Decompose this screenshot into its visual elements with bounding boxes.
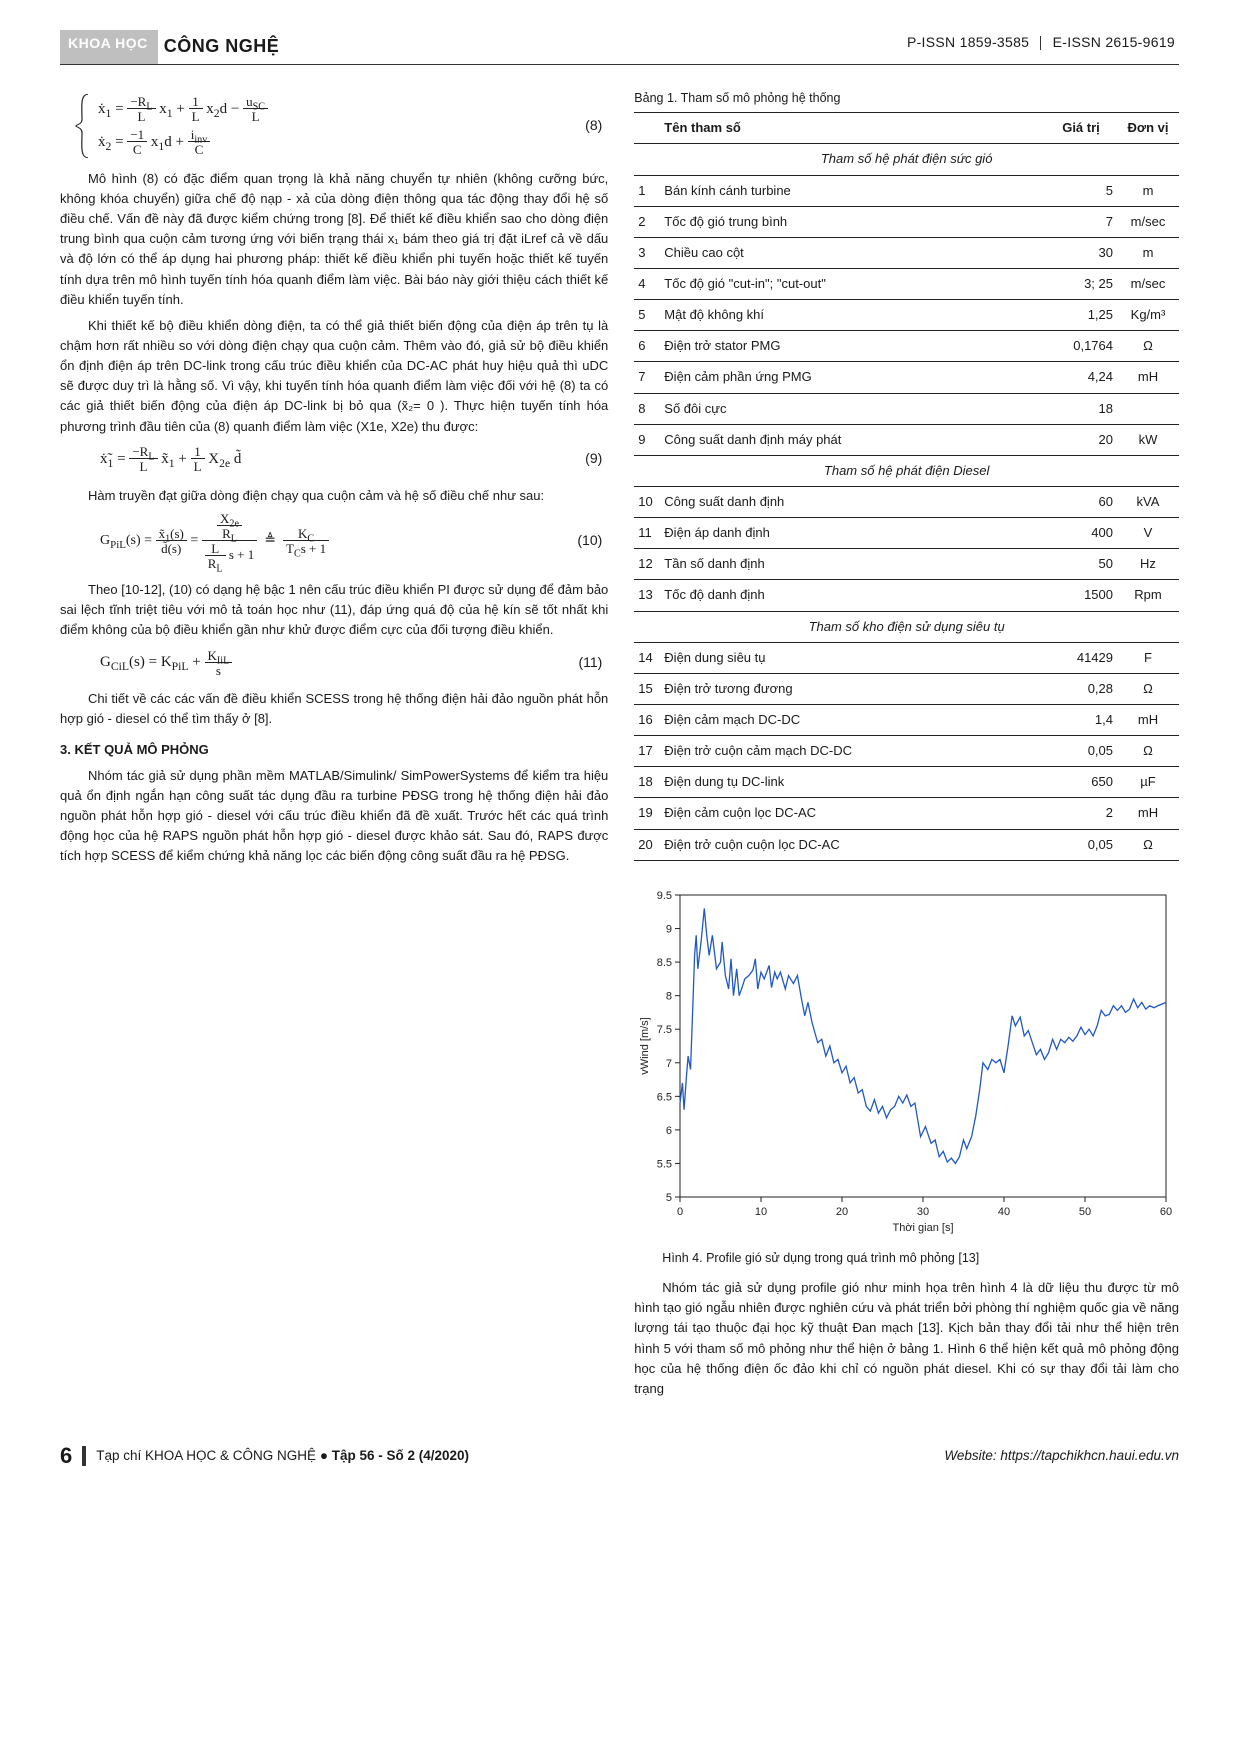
svg-text:10: 10 [755,1206,767,1218]
table-row: 10Công suất danh định60kVA [634,486,1179,517]
equation-10: GPiL(s) = x̃1(s)d̃(s) = X2eRLLRL s + 1 ≜… [60,512,608,570]
bullet: ● [316,1448,332,1463]
e-issn: E-ISSN 2615-9619 [1053,34,1175,50]
figure-4-caption: Hình 4. Profile gió sử dụng trong quá tr… [634,1249,1179,1268]
issn-block: P-ISSN 1859-3585 E-ISSN 2615-9619 [675,30,1179,64]
table-row: 16Điện cảm mạch DC-DC1,4mH [634,704,1179,735]
paragraph-1: Mô hình (8) có đặc điểm quan trọng là kh… [60,169,608,310]
svg-text:0: 0 [677,1206,683,1218]
paragraph-2: Khi thiết kế bộ điều khiển dòng điện, ta… [60,316,608,437]
equation-9: ẋ̃1 = −RLL x̃1 + 1L X2e d̃ (9) [60,443,608,476]
journal-plain: Tạp chí [96,1448,145,1463]
table-row: 1Bán kính cánh turbine5m [634,175,1179,206]
svg-text:5.5: 5.5 [657,1158,672,1170]
eq10-number: (10) [577,530,608,552]
equation-8: ẋ1 = −RLL x1 + 1L x2d − uSCL ẋ2 = −1C x1… [60,93,608,159]
params-table: Tên tham số Giá trị Đơn vị Tham số hệ ph… [634,112,1179,860]
paragraph-6: Nhóm tác giả sử dụng phần mềm MATLAB/Sim… [60,766,608,867]
page-number: 6 [60,1439,72,1473]
paragraph-7: Nhóm tác giả sử dụng profile gió như min… [634,1278,1179,1399]
p-issn: P-ISSN 1859-3585 [907,34,1029,50]
svg-text:60: 60 [1160,1206,1172,1218]
table-row: 19Điện cảm cuộn lọc DC-AC2mH [634,798,1179,829]
website-link: Website: https://tapchikhcn.haui.edu.vn [469,1446,1179,1467]
svg-text:5: 5 [666,1192,672,1204]
khoahoc-tag: KHOA HỌC [60,30,158,64]
journal-name: Tạp chí KHOA HỌC & CÔNG NGHỆ ● Tập 56 - … [96,1446,469,1467]
table-row: 5Mật độ không khí1,25Kg/m³ [634,300,1179,331]
right-column: Bảng 1. Tham số mô phỏng hệ thống Tên th… [634,89,1179,1405]
issn-separator [1040,36,1041,50]
journal-section-tag: KHOA HỌC CÔNG NGHỆ [60,30,675,64]
table-row: 2Tốc độ gió trung bình7m/sec [634,206,1179,237]
table-row: 4Tốc độ gió "cut-in"; "cut-out"3; 25m/se… [634,268,1179,299]
table-row: 7Điện cảm phần ứng PMG4,24mH [634,362,1179,393]
svg-text:8: 8 [666,990,672,1002]
th-unit: Đơn vị [1117,113,1179,144]
section-3-heading: 3. KẾT QUẢ MÔ PHỎNG [60,740,608,760]
table-section-title: Tham số hệ phát điện sức gió [634,144,1179,175]
table-row: 18Điện dung tụ DC-link650µF [634,767,1179,798]
paragraph-5: Chi tiết về các các vấn đề điều khiển SC… [60,689,608,729]
table-row: 17Điện trở cuộn cảm mạch DC-DC0,05Ω [634,736,1179,767]
table-section-title: Tham số kho điện sử dụng siêu tụ [634,611,1179,642]
header-bar: KHOA HỌC CÔNG NGHỆ P-ISSN 1859-3585 E-IS… [60,30,1179,65]
eq8-number: (8) [585,115,608,137]
equation-11: GCiL(s) = KPiL + KIiLs (11) [60,646,608,679]
table-1: Bảng 1. Tham số mô phỏng hệ thống Tên th… [634,89,1179,861]
th-value: Giá trị [1045,113,1117,144]
congnghe-tag: CÔNG NGHỆ [158,30,280,64]
svg-text:9.5: 9.5 [657,890,672,902]
svg-text:7: 7 [666,1057,672,1069]
eq11-number: (11) [578,652,608,674]
table-row: 9Công suất danh định máy phát20kW [634,424,1179,455]
journal-bold: KHOA HỌC & CÔNG NGHỆ [145,1448,316,1463]
svg-text:8.5: 8.5 [657,957,672,969]
table-row: 14Điện dung siêu tụ41429F [634,642,1179,673]
svg-text:20: 20 [836,1206,848,1218]
figure-4-chart: 0 10 20 30 40 50 60 5 5.5 6 6.5 7 7.5 8 8.5 9 9.5 Thời gi… [634,887,1179,1243]
table-row: 13Tốc độ danh định1500Rpm [634,580,1179,611]
issue: Tập 56 - Số 2 (4/2020) [332,1448,469,1463]
chart-svg: 0 10 20 30 40 50 60 5 5.5 6 6.5 7 7.5 8 8.5 9 9.5 Thời gi… [634,887,1174,1237]
left-column: ẋ1 = −RLL x1 + 1L x2d − uSCL ẋ2 = −1C x1… [60,89,608,1405]
page-footer: 6 Tạp chí KHOA HỌC & CÔNG NGHỆ ● Tập 56 … [60,1433,1179,1473]
table-row: 20Điện trở cuộn cuộn lọc DC-AC0,05Ω [634,829,1179,860]
table-section-title: Tham số hệ phát điện Diesel [634,455,1179,486]
table-row: 11Điện áp danh định400V [634,518,1179,549]
svg-text:Thời gian [s]: Thời gian [s] [893,1222,954,1234]
table-row: 12Tần số danh định50Hz [634,549,1179,580]
table-row: 6Điện trở stator PMG0,1764Ω [634,331,1179,362]
svg-text:6.5: 6.5 [657,1091,672,1103]
svg-text:40: 40 [998,1206,1010,1218]
table-row: 15Điện trở tương đương0,28Ω [634,673,1179,704]
table-row: 3Chiều cao cột30m [634,237,1179,268]
footer-divider [82,1446,86,1466]
svg-text:50: 50 [1079,1206,1091,1218]
eq9-number: (9) [585,448,608,470]
table-1-caption: Bảng 1. Tham số mô phỏng hệ thống [634,89,1179,108]
paragraph-4: Theo [10-12], (10) có dạng hệ bậc 1 nên … [60,580,608,640]
paragraph-3: Hàm truyền đạt giữa dòng điện chạy qua c… [60,486,608,506]
svg-text:9: 9 [666,923,672,935]
table-row: 8Số đôi cực18 [634,393,1179,424]
svg-text:7.5: 7.5 [657,1024,672,1036]
svg-text:vWind [m/s]: vWind [m/s] [639,1017,651,1074]
svg-text:30: 30 [917,1206,929,1218]
svg-text:6: 6 [666,1125,672,1137]
th-name: Tên tham số [660,113,1045,144]
